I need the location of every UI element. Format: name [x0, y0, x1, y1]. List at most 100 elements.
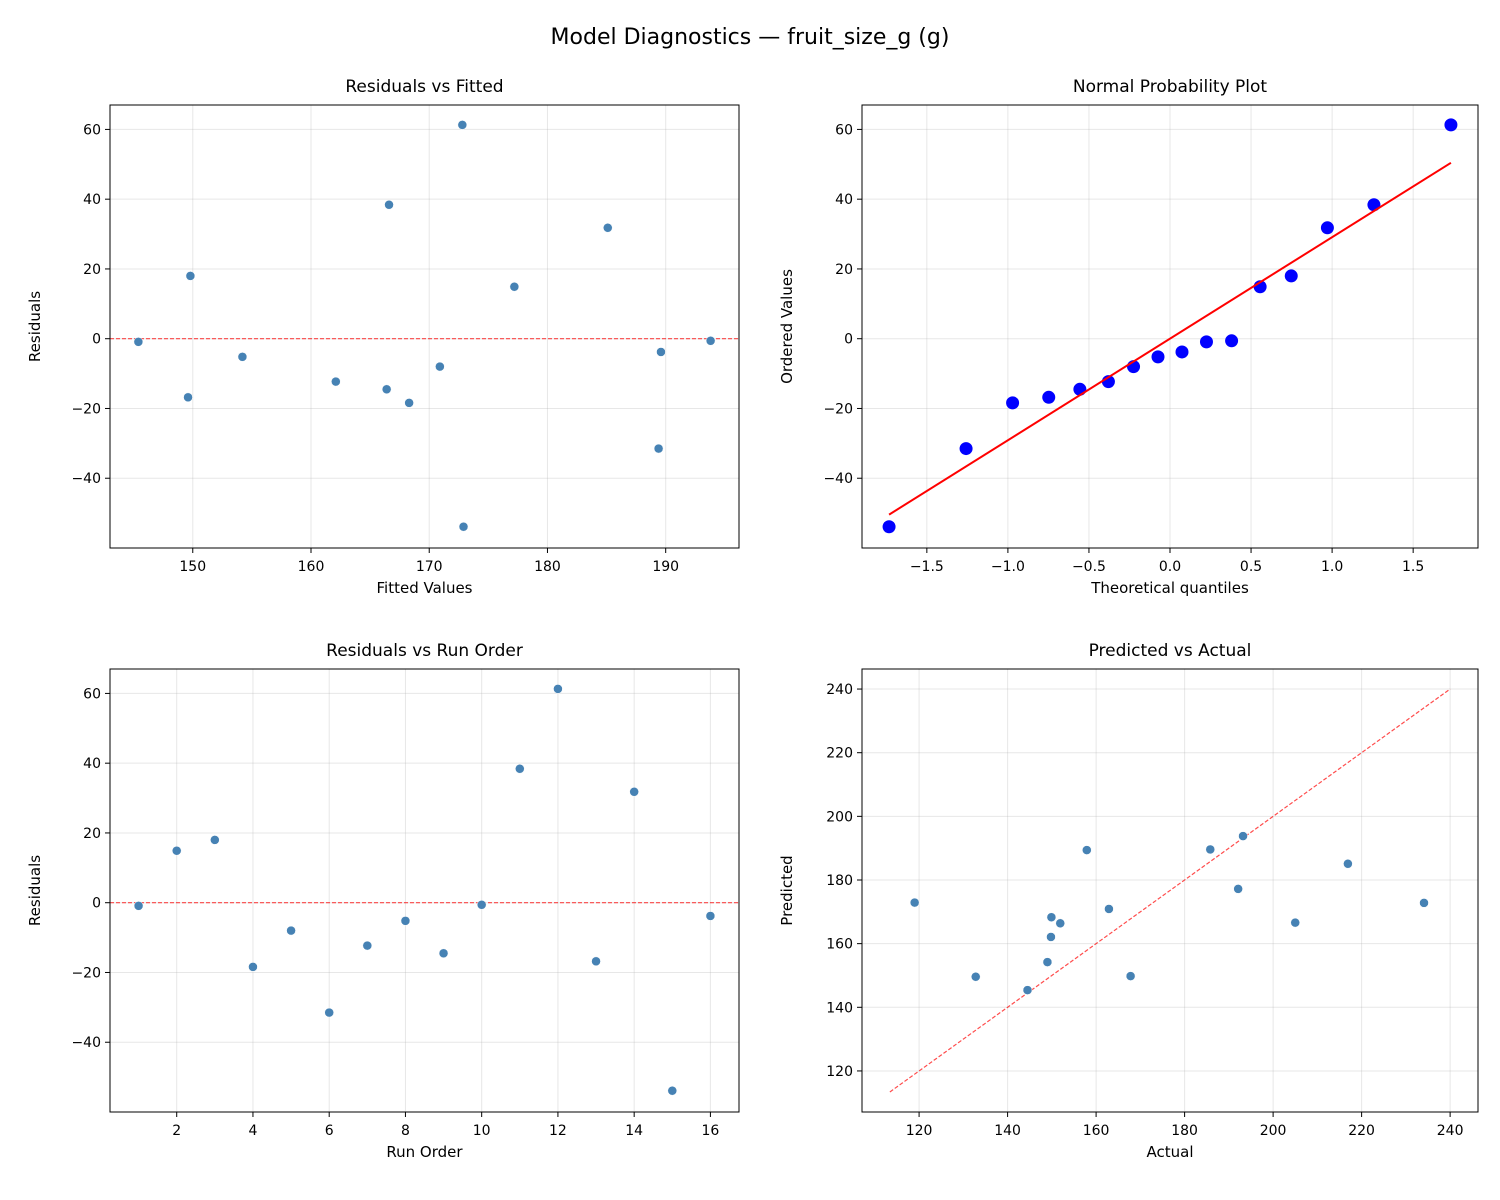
x-tick-label: −0.5	[1072, 559, 1106, 575]
y-tick-label: 180	[826, 873, 853, 889]
data-point	[1225, 334, 1239, 348]
data-point	[1046, 932, 1056, 942]
data-point	[629, 787, 639, 797]
y-tick-label: 20	[83, 262, 101, 278]
data-point	[362, 940, 373, 951]
data-point	[603, 223, 613, 233]
y-tick-label: −20	[71, 401, 101, 417]
fit-line	[888, 161, 1452, 516]
y-tick-label: −40	[71, 1035, 101, 1051]
x-tick-label: 14	[625, 1123, 643, 1139]
x-tick-label: 190	[652, 559, 679, 575]
data-point	[1419, 898, 1429, 908]
x-tick-label: 200	[1260, 1123, 1287, 1139]
data-point	[1055, 918, 1066, 929]
data-point	[1320, 221, 1334, 235]
x-tick-label: −1.5	[910, 559, 944, 575]
data-point	[1199, 335, 1213, 349]
data-point	[384, 200, 394, 210]
predicted-vs-actual-panel: 120 140 160 180 200 220 240 120 140 160 180 200 220 2…	[778, 641, 1479, 1161]
y-tick-label: 0	[92, 332, 101, 348]
y-tick-label: 20	[835, 262, 853, 278]
y-tick-label: 120	[826, 1064, 853, 1080]
x-axis-label: Run Order	[386, 1143, 463, 1161]
x-tick-label: 16	[701, 1123, 719, 1139]
data-point	[1444, 118, 1458, 132]
data-point	[381, 384, 392, 395]
axes-frame	[861, 104, 1479, 549]
data-point	[183, 392, 193, 403]
y-axis-label: Residuals	[26, 855, 44, 926]
data-point	[1042, 390, 1056, 404]
data-point	[705, 336, 716, 346]
y-tick-label: 60	[835, 122, 853, 138]
y-tick-label: 240	[826, 682, 853, 698]
data-point	[1284, 269, 1298, 283]
y-tick-label: 60	[83, 686, 101, 702]
figure-title: Model Diagnostics — fruit_size_g (g)	[551, 25, 950, 50]
subplot-title: Predicted vs Actual	[1089, 641, 1252, 661]
data-point	[331, 376, 341, 387]
axes-frame	[861, 668, 1479, 1113]
y-tick-label: 40	[83, 756, 101, 772]
x-tick-label: 140	[994, 1123, 1021, 1139]
data-point	[909, 897, 920, 908]
y-axis-label: Predicted	[778, 855, 796, 925]
x-tick-label: 2	[172, 1123, 181, 1139]
subplot-title: Normal Probability Plot	[1073, 77, 1268, 97]
data-point	[1022, 985, 1033, 995]
data-point	[509, 281, 520, 292]
data-point	[476, 900, 487, 910]
y-tick-label: 0	[92, 896, 101, 912]
y-tick-label: −40	[823, 471, 853, 487]
x-tick-label: 12	[549, 1123, 567, 1139]
subplot-title: Residuals vs Fitted	[345, 77, 503, 97]
data-point	[1046, 912, 1057, 922]
data-point	[210, 835, 220, 845]
x-tick-label: 1.0	[1321, 559, 1343, 575]
data-point	[1082, 845, 1092, 855]
data-point	[1104, 904, 1114, 914]
x-axis-label: Theoretical quantiles	[1090, 579, 1249, 597]
data-point	[882, 520, 896, 534]
y-tick-label: 40	[835, 192, 853, 208]
data-point	[515, 764, 525, 774]
y-tick-label: 60	[83, 122, 101, 138]
x-axis-label: Actual	[1147, 1143, 1194, 1161]
x-tick-label: 0.5	[1240, 559, 1262, 575]
residuals-vs-fitted-panel: 150 160 170 180 190 −40 −20 0 20 40 60 Residuals vs…	[26, 77, 740, 597]
data-point	[1238, 831, 1248, 841]
x-tick-label: 120	[906, 1123, 933, 1139]
data-point	[653, 443, 664, 454]
x-tick-label: −1.0	[991, 559, 1025, 575]
data-point	[591, 956, 601, 967]
axes-frame	[109, 104, 740, 549]
x-tick-label: 220	[1348, 1123, 1375, 1139]
x-tick-label: 0.0	[1159, 559, 1181, 575]
subplot-title: Residuals vs Run Order	[326, 641, 523, 661]
data-point	[133, 901, 144, 911]
y-tick-label: 40	[83, 192, 101, 208]
data-point	[286, 925, 296, 936]
data-point	[248, 962, 258, 972]
x-axis-label: Fitted Values	[377, 579, 473, 597]
x-tick-label: 180	[534, 559, 561, 575]
data-point	[400, 916, 411, 926]
data-point	[457, 120, 468, 130]
data-point	[438, 948, 449, 959]
y-axis-label: Ordered Values	[778, 269, 796, 384]
y-tick-label: 20	[83, 826, 101, 842]
data-point	[1205, 844, 1216, 855]
data-point	[1343, 859, 1353, 869]
x-tick-label: 1.5	[1402, 559, 1424, 575]
x-tick-label: 160	[1083, 1123, 1110, 1139]
y-tick-label: 140	[826, 1000, 853, 1016]
data-point	[185, 271, 196, 281]
data-point	[237, 352, 248, 362]
identity-reference-line	[889, 688, 1451, 1093]
data-point	[458, 521, 469, 532]
normal-probability-panel: −1.5 −1.0 −0.5 0.0 0.5 1.0 1.5 −40 −20 0 20 40 60 Nor…	[778, 77, 1479, 597]
y-tick-label: −40	[71, 471, 101, 487]
y-tick-label: −20	[823, 401, 853, 417]
